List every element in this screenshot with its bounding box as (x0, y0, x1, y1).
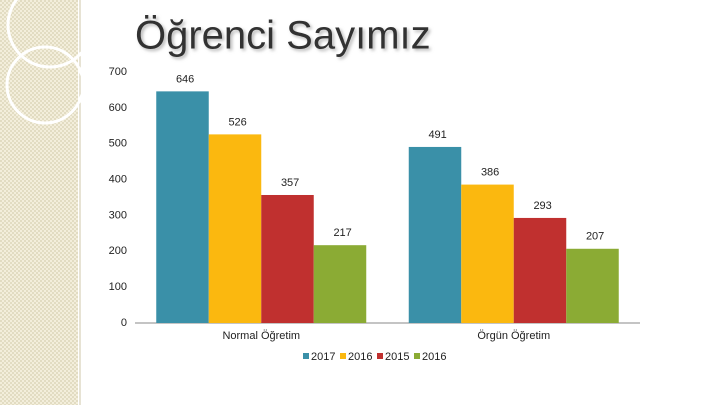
data-label: 293 (533, 200, 551, 212)
bar (313, 245, 367, 323)
y-tick-label: 100 (109, 281, 127, 293)
chart-title: Öğrenci Sayımız (135, 14, 431, 58)
data-label: 386 (481, 166, 499, 178)
decor-circle (5, 45, 85, 125)
data-label: 526 (228, 116, 246, 128)
decor-strip (0, 0, 78, 405)
data-label: 491 (428, 129, 446, 141)
x-tick-label: Normal Öğretim (222, 330, 300, 342)
data-label: 646 (176, 73, 194, 85)
bar (208, 134, 262, 323)
legend-label: 2016 (348, 351, 372, 363)
y-tick-label: 400 (109, 173, 127, 185)
legend-label: 2015 (385, 351, 409, 363)
bar (566, 248, 619, 323)
legend-swatch (340, 353, 346, 359)
y-tick-label: 700 (109, 66, 127, 78)
data-label: 217 (333, 227, 351, 239)
y-tick-label: 300 (109, 209, 127, 221)
bar (156, 91, 209, 323)
data-label: 207 (586, 231, 604, 243)
bar (261, 194, 314, 323)
bar (408, 146, 462, 323)
x-tick-label: Örgün Öğretim (477, 330, 550, 342)
bar (513, 217, 567, 323)
y-tick-label: 0 (121, 317, 127, 329)
legend-label: 2016 (422, 351, 446, 363)
y-tick-label: 200 (109, 245, 127, 257)
legend-label: 2017 (311, 351, 335, 363)
bar (461, 184, 514, 323)
data-label: 357 (281, 177, 299, 189)
y-tick-label: 500 (109, 138, 127, 150)
legend-swatch (414, 353, 420, 359)
decor-circle (6, 0, 94, 69)
legend-swatch (377, 353, 383, 359)
y-tick-label: 600 (109, 102, 127, 114)
legend-swatch (303, 353, 309, 359)
